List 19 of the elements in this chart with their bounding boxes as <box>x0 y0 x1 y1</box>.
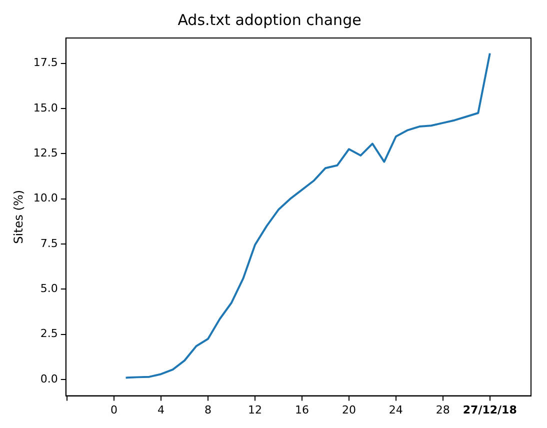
x-tick-label: 4 <box>158 403 165 416</box>
y-tick-label: 7.5 <box>40 236 58 250</box>
x-tick-label: 0 <box>110 403 118 416</box>
y-tick-label: 10.0 <box>33 192 58 205</box>
y-tick-label: 12.5 <box>33 146 58 160</box>
x-tick-label: 24 <box>388 403 403 416</box>
x-tick-label: 27/12/18 <box>462 403 517 416</box>
y-axis-title: Sites (%) <box>11 190 26 244</box>
y-tick-label: 0.0 <box>40 372 58 386</box>
x-tick-label: 12 <box>248 403 262 416</box>
y-tick-label: 5.0 <box>40 282 58 296</box>
y-tick-label: 2.5 <box>40 327 58 340</box>
x-tick-label: 8 <box>204 403 212 416</box>
x-tick-label: 16 <box>294 403 309 416</box>
y-tick-label: 15.0 <box>33 101 58 114</box>
chart-title: Ads.txt adoption change <box>178 10 362 29</box>
x-tick-label: 20 <box>342 403 356 416</box>
y-tick-label: 17.5 <box>33 56 58 70</box>
x-tick-label: 28 <box>436 403 450 416</box>
